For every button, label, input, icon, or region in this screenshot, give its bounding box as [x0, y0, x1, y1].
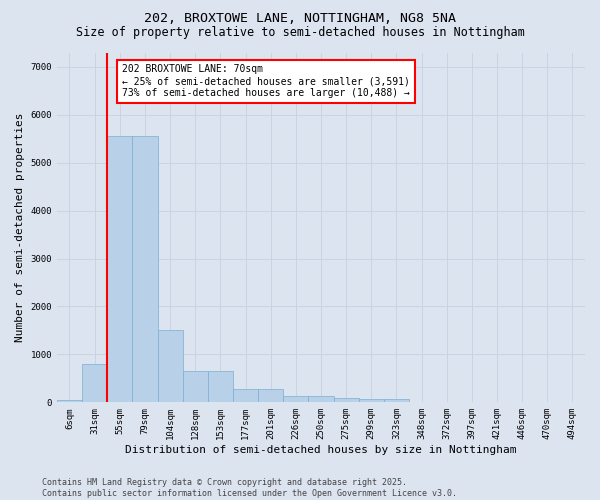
Bar — [82, 364, 107, 403]
Bar — [384, 399, 409, 402]
Bar — [107, 136, 133, 402]
Bar — [334, 398, 359, 402]
Bar — [208, 370, 233, 402]
Text: Contains HM Land Registry data © Crown copyright and database right 2025.
Contai: Contains HM Land Registry data © Crown c… — [42, 478, 457, 498]
Y-axis label: Number of semi-detached properties: Number of semi-detached properties — [15, 112, 25, 342]
Bar — [133, 136, 158, 402]
Bar — [182, 370, 208, 402]
Text: 202, BROXTOWE LANE, NOTTINGHAM, NG8 5NA: 202, BROXTOWE LANE, NOTTINGHAM, NG8 5NA — [144, 12, 456, 26]
Bar — [258, 390, 283, 402]
Bar — [233, 390, 258, 402]
Bar — [57, 400, 82, 402]
Text: Size of property relative to semi-detached houses in Nottingham: Size of property relative to semi-detach… — [76, 26, 524, 39]
Bar — [308, 396, 334, 402]
Bar — [158, 330, 182, 402]
X-axis label: Distribution of semi-detached houses by size in Nottingham: Distribution of semi-detached houses by … — [125, 445, 517, 455]
Text: 202 BROXTOWE LANE: 70sqm
← 25% of semi-detached houses are smaller (3,591)
73% o: 202 BROXTOWE LANE: 70sqm ← 25% of semi-d… — [122, 64, 410, 98]
Bar — [359, 399, 384, 402]
Bar — [283, 396, 308, 402]
